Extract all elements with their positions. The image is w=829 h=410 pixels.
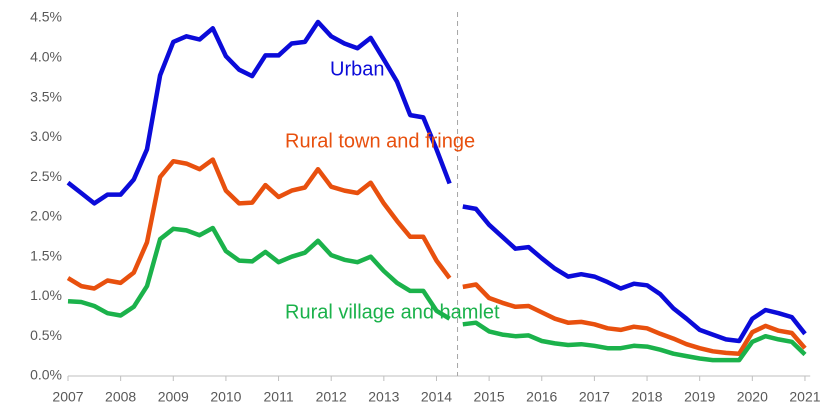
series-label: Urban (330, 58, 384, 80)
y-tick-label: 1.0% (30, 287, 62, 303)
y-tick-label: 3.0% (30, 128, 62, 144)
x-tick-label: 2011 (264, 389, 294, 405)
x-tick-label: 2007 (52, 389, 83, 405)
y-tick-label: 2.0% (30, 208, 62, 224)
x-tick-label: 2013 (368, 389, 399, 405)
y-tick-label: 3.5% (30, 88, 62, 104)
x-tick-label: 2021 (789, 389, 820, 405)
x-tick-label: 2012 (316, 389, 347, 405)
y-tick-label: 1.5% (30, 247, 62, 263)
x-tick-label: 2016 (526, 389, 557, 405)
y-tick-label: 4.0% (30, 48, 62, 64)
x-tick-label: 2020 (737, 389, 768, 405)
y-tick-label: 0.0% (30, 367, 62, 383)
y-tick-label: 4.5% (30, 9, 62, 25)
x-tick-label: 2019 (684, 389, 715, 405)
x-tick-label: 2018 (631, 389, 662, 405)
series-line (462, 282, 807, 356)
series-line (67, 225, 451, 321)
series-label: Rural town and fringe (285, 130, 475, 152)
series-line (462, 320, 807, 363)
x-tick-label: 2017 (579, 389, 610, 405)
x-tick-label: 2008 (105, 389, 136, 405)
y-tick-label: 0.5% (30, 327, 62, 343)
series-line (462, 204, 807, 344)
x-tick-label: 2015 (474, 389, 505, 405)
series-line (66, 157, 452, 291)
series-label: Rural village and hamlet (285, 301, 500, 323)
x-tick-label: 2009 (158, 389, 189, 405)
x-tick-label: 2010 (210, 389, 241, 405)
y-tick-label: 2.5% (30, 168, 62, 184)
series-line (66, 19, 452, 206)
x-tick-label: 2014 (421, 389, 452, 405)
